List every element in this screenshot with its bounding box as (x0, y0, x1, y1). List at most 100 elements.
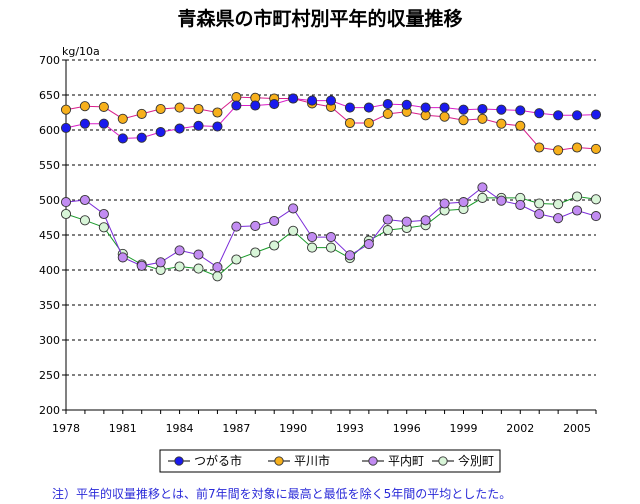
data-point (269, 99, 280, 110)
data-point (307, 242, 318, 253)
x-tick-label: 1987 (222, 422, 250, 435)
data-point (174, 261, 185, 272)
data-point (420, 102, 431, 113)
data-point (458, 115, 469, 126)
y-axis-unit-label: kg/10a (62, 45, 100, 58)
data-point (231, 221, 242, 232)
y-tick-label: 700 (39, 54, 60, 67)
chart-title: 青森県の市町村別平年的収量推移 (177, 7, 462, 30)
x-tick-label: 1981 (109, 422, 137, 435)
y-tick-label: 200 (39, 404, 60, 417)
x-tick-label: 2002 (506, 422, 534, 435)
data-point (439, 198, 450, 209)
data-point (250, 100, 261, 111)
data-point (534, 208, 545, 220)
x-tick-label: 1978 (52, 422, 80, 435)
data-point (590, 143, 602, 154)
y-tick-label: 450 (39, 229, 60, 242)
data-point (534, 108, 545, 119)
data-point (231, 254, 242, 265)
legend-label: つがる市 (194, 453, 242, 468)
data-point (155, 103, 166, 115)
footnote: 注）平年的収量推移とは、前7年間を対象に最高と最低を除く5年間の平均としたた。 (52, 486, 511, 501)
data-point (269, 240, 280, 251)
data-point (515, 120, 526, 131)
y-tick-label: 550 (39, 159, 60, 172)
data-point (98, 222, 109, 233)
data-point (193, 249, 204, 260)
data-point (496, 104, 507, 115)
legend-label: 今別町 (458, 453, 494, 468)
data-point (590, 109, 602, 120)
data-point (174, 102, 185, 113)
data-point (98, 101, 109, 112)
data-point (212, 121, 223, 132)
data-point (79, 215, 90, 226)
y-tick-label: 350 (39, 299, 60, 312)
data-point (553, 110, 564, 121)
data-point (250, 247, 261, 258)
series-3 (60, 182, 602, 273)
data-point (515, 199, 526, 210)
data-point (477, 192, 488, 203)
data-point (363, 117, 374, 129)
data-point (174, 245, 185, 256)
legend-label: 平内町 (388, 454, 424, 468)
data-point (193, 120, 204, 131)
x-axis-ticks: 1978 1981 1984 1987 1990 1993 1996 1999 2002 2005 (52, 410, 597, 435)
data-point (325, 95, 337, 106)
data-point (572, 142, 583, 153)
data-point (382, 225, 393, 236)
data-point (60, 208, 72, 220)
data-point (496, 118, 507, 129)
data-point (231, 100, 242, 111)
legend-label: 平川市 (294, 453, 330, 468)
legend-marker (274, 456, 284, 466)
legend: つがる市 平川市 平内町 今別町 (159, 449, 501, 473)
data-point (458, 197, 469, 208)
data-point (60, 122, 72, 133)
data-point (534, 198, 545, 209)
legend-marker (438, 456, 448, 466)
x-tick-label: 2005 (563, 422, 591, 435)
data-point (325, 242, 337, 253)
data-point (477, 103, 488, 115)
data-point (515, 105, 526, 116)
data-point (553, 145, 564, 156)
data-point (250, 220, 261, 231)
data-point (363, 239, 374, 250)
x-tick-label: 1996 (393, 422, 421, 435)
data-point (136, 108, 147, 119)
y-axis-ticks: 200 250 300 350 400 450 500 550 600 650 700 (39, 54, 66, 417)
y-tick-label: 400 (39, 264, 60, 277)
data-point (307, 232, 318, 243)
data-point (288, 225, 299, 236)
data-point (136, 260, 147, 271)
data-point (344, 102, 355, 113)
x-tick-label: 1993 (336, 422, 364, 435)
data-point (363, 102, 374, 113)
data-point (117, 133, 128, 144)
data-point (382, 99, 393, 110)
y-tick-label: 500 (39, 194, 60, 207)
data-point (212, 262, 223, 273)
data-point (496, 195, 507, 206)
data-point (155, 257, 166, 268)
data-point (79, 101, 90, 112)
legend-box (159, 449, 501, 473)
data-point (98, 208, 109, 220)
data-point (477, 113, 488, 124)
legend-marker (368, 456, 378, 466)
data-point (572, 205, 583, 216)
data-point (136, 132, 147, 143)
data-point (553, 199, 564, 210)
data-point (401, 216, 412, 227)
data-point (572, 110, 583, 121)
data-point (382, 108, 393, 119)
data-point (212, 107, 223, 118)
x-tick-label: 1990 (279, 422, 307, 435)
data-point (269, 215, 280, 227)
data-point (117, 252, 128, 263)
data-point (439, 111, 450, 122)
